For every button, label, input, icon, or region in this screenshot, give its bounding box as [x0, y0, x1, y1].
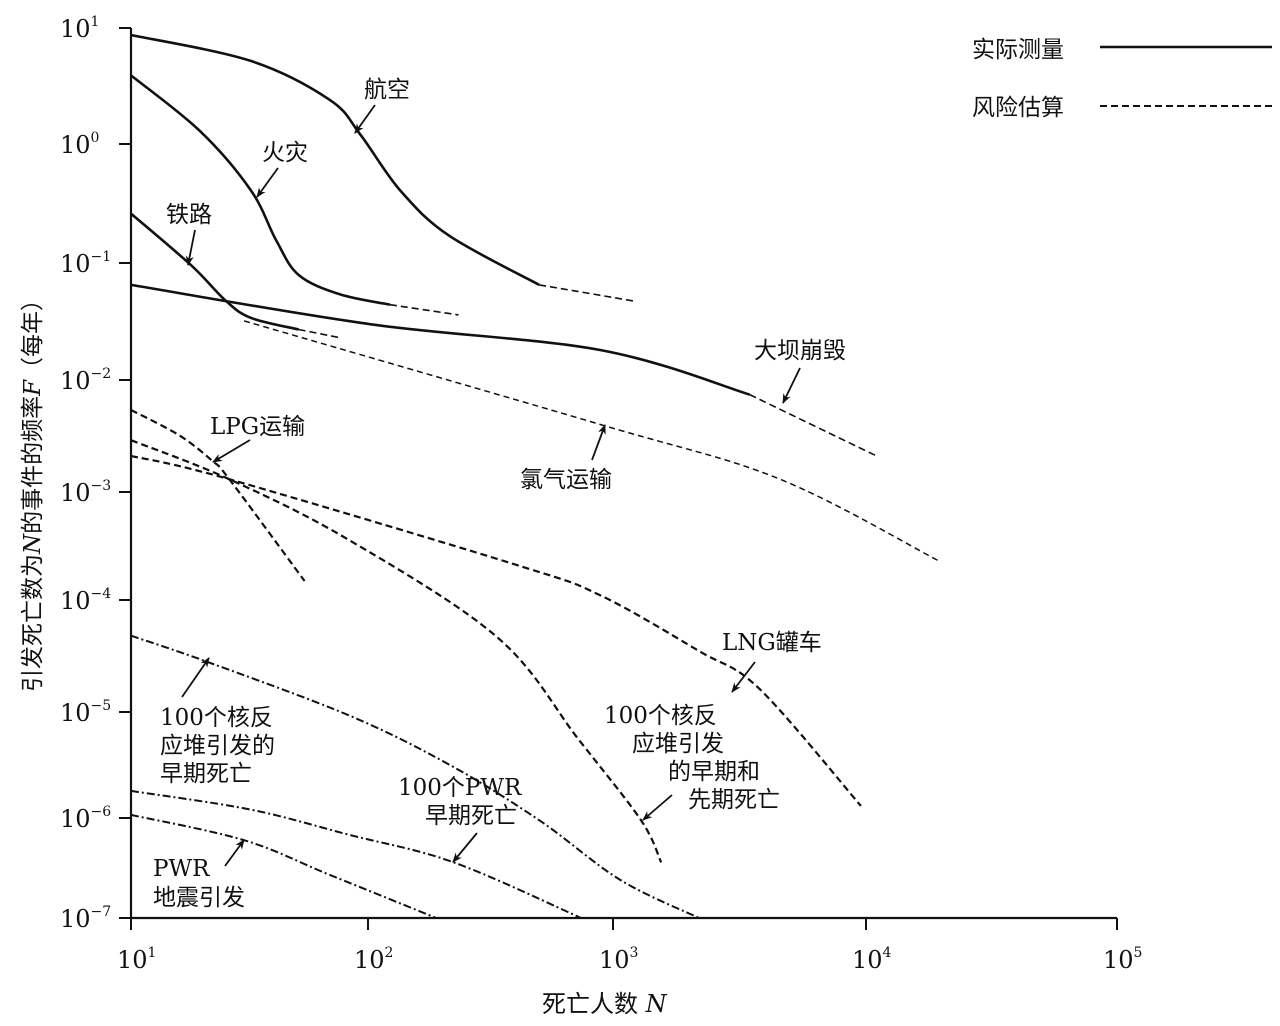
series-label: 早期死亡 — [160, 761, 252, 787]
y-tick-label: 101 — [60, 14, 99, 43]
curves — [130, 33, 940, 919]
y-tick-label: 10−1 — [60, 249, 111, 278]
series-label: 大坝崩毁 — [754, 338, 846, 364]
arrow-icon — [256, 167, 279, 198]
legend-label-estimate: 风险估算 — [972, 95, 1064, 121]
series-line-10 — [130, 813, 437, 919]
series-line-5 — [130, 409, 306, 582]
y-tick-label: 10−3 — [60, 478, 111, 507]
arrow-icon — [591, 424, 606, 461]
series-line-0 — [130, 33, 540, 287]
series-label: LPG运输 — [210, 414, 305, 440]
arrow-icon — [185, 229, 196, 266]
arrow-icon — [642, 794, 673, 821]
series-estimate-line-1 — [389, 303, 459, 316]
y-tick-label: 10−5 — [60, 698, 111, 727]
series-label: 火灾 — [262, 140, 308, 166]
series-label: 的早期和 — [668, 759, 760, 785]
series-line-6 — [130, 454, 862, 807]
x-tick-label: 103 — [599, 945, 638, 974]
x-tick-label: 102 — [354, 945, 393, 974]
curve-labels: 航空火灾铁路大坝崩毁氯气运输LPG运输LNG罐车100个核反应堆引发的早期和先期… — [153, 77, 846, 911]
y-tick-label: 10−2 — [60, 366, 111, 395]
series-line-8 — [130, 634, 700, 919]
y-tick-label: 100 — [60, 130, 99, 159]
series-label: 100个PWR — [398, 775, 522, 801]
series-line-9 — [130, 789, 582, 919]
arrow-icon — [782, 367, 801, 404]
x-tick-label: 101 — [117, 945, 156, 974]
series-line-4 — [243, 320, 940, 562]
arrow-icon — [354, 104, 376, 134]
arrow-icon — [181, 657, 210, 698]
series-label: 航空 — [364, 77, 410, 103]
arrow-icon — [224, 839, 245, 867]
series-label: 应堆引发 — [632, 731, 724, 757]
series-label: 应堆引发的 — [160, 733, 275, 759]
arrow-icon — [452, 832, 478, 863]
arrow-icon — [212, 439, 251, 463]
y-tick-label: 10−6 — [60, 804, 111, 833]
series-estimate-line-2 — [298, 328, 340, 339]
x-axis-label: 死亡人数 N — [542, 990, 668, 1018]
y-tick-label: 10−7 — [60, 904, 111, 933]
series-label: 地震引发 — [153, 885, 245, 911]
series-label: PWR — [153, 856, 210, 882]
series-label: 先期死亡 — [688, 787, 780, 813]
legend: 实际测量 风险估算 — [972, 37, 1272, 121]
series-label: LNG罐车 — [722, 630, 822, 656]
series-label: 100个核反 — [604, 703, 717, 729]
series-label: 氯气运输 — [520, 467, 612, 493]
series-line-3 — [130, 283, 751, 396]
series-label: 早期死亡 — [425, 803, 517, 829]
legend-label-measured: 实际测量 — [972, 37, 1064, 63]
series-line-1 — [130, 74, 391, 306]
y-tick-label: 10−4 — [60, 586, 111, 615]
series-line-7 — [130, 439, 663, 863]
y-axis-label: 引发死亡数为N的事件的频率F（每年） — [20, 288, 46, 692]
arrow-icon — [731, 661, 756, 693]
series-line-2 — [130, 212, 300, 331]
series-label: 铁路 — [166, 202, 212, 228]
series-estimate-line-3 — [749, 393, 877, 457]
x-tick-label: 105 — [1103, 945, 1142, 974]
series-estimate-line-0 — [539, 284, 636, 303]
x-tick-label: 104 — [852, 945, 892, 974]
series-label: 100个核反 — [160, 705, 273, 731]
